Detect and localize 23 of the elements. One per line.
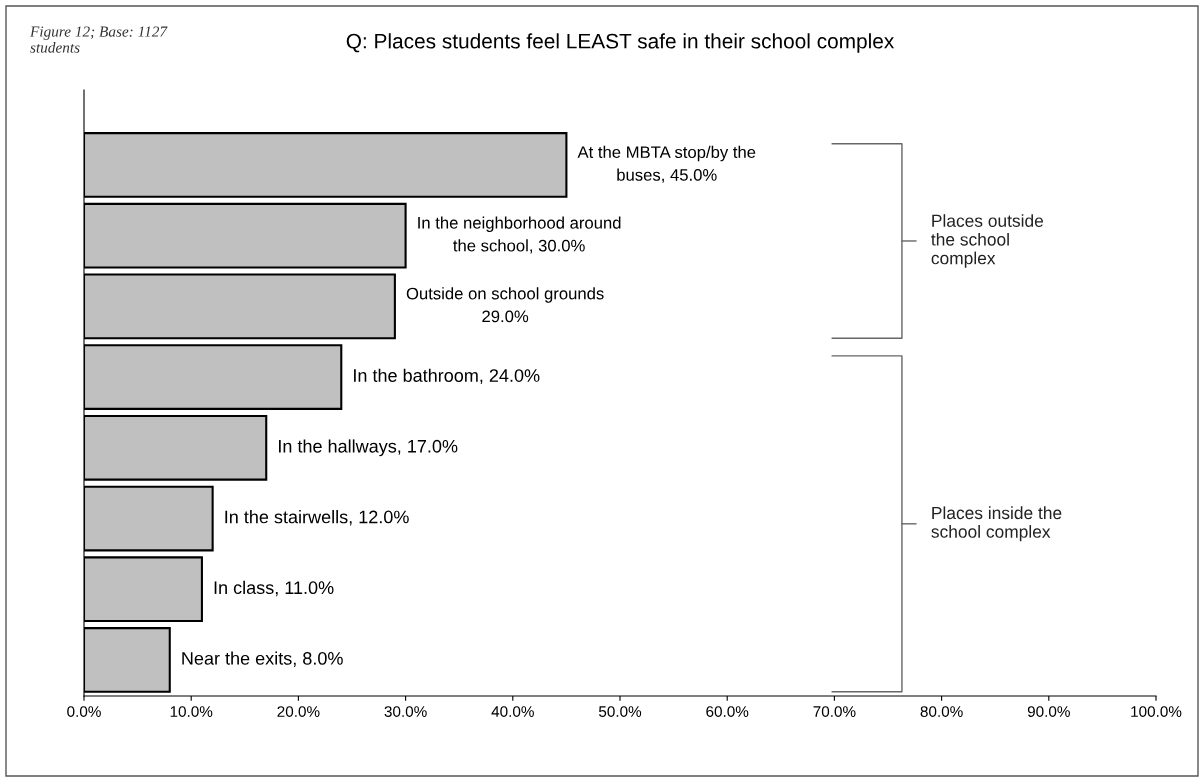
x-tick-label: 10.0% [170,706,213,717]
x-tick-label: 30.0% [384,706,427,717]
x-tick-label: 100.0% [1131,706,1182,717]
data-label: In class, 11.0% [214,580,334,597]
data-label: In the hallways, 17.0% [279,439,458,457]
x-tick-label: 40.0% [491,706,534,717]
x-tick-label: 80.0% [920,706,963,717]
data-label: In the neighborhood around the school, 30.0% [418,216,621,254]
annotation: Places inside the school complex [931,506,1062,542]
data-label: Outside on school grounds 29.0% [406,287,604,323]
x-tick-label: 0.0% [67,706,101,717]
x-tick-label: 70.0% [813,706,856,717]
data-label: Near the exits, 8.0% [182,651,343,667]
x-tick-label: 20.0% [277,706,320,717]
annotation: Places outside the school complex [931,214,1044,268]
caption: Figure 12; Base: 1127 students [29,26,168,53]
data-label: In the bathroom, 24.0% [354,368,540,385]
data-label: At the MBTA stop/by the buses, 45.0% [577,145,756,183]
data-label: In the stairwells, 12.0% [225,510,409,526]
x-tick-label: 60.0% [706,706,749,717]
x-tick-label: 50.0% [598,706,642,717]
chart-title: Q: Places students feel LEAST safe in their school complex [346,33,895,53]
x-tick-label: 90.0% [1027,706,1070,717]
